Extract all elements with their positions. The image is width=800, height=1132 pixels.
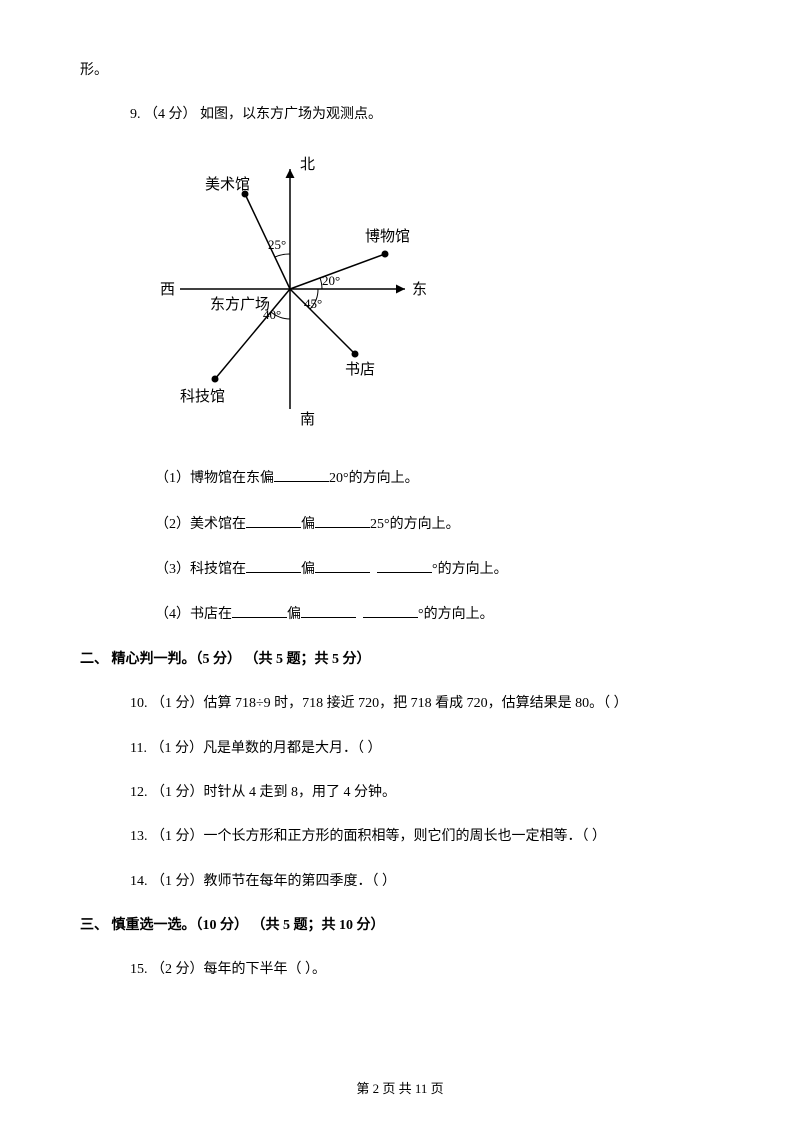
blank (315, 513, 370, 528)
angle-20: 20° (322, 273, 340, 288)
label-east: 东 (412, 281, 427, 298)
q13: 13. （1 分）一个长方形和正方形的面积相等，则它们的周长也一定相等．（ ） (80, 826, 720, 848)
blank (363, 603, 418, 618)
q9-sub4-post: °的方向上。 (418, 607, 494, 622)
label-sci-museum: 科技馆 (180, 388, 225, 405)
label-west: 西 (160, 282, 175, 298)
section3-header: 三、 慎重选一选。（10 分） （共 5 题；共 10 分） (80, 915, 720, 937)
q9-sub4-pre: （4）书店在 (155, 607, 232, 622)
q10: 10. （1 分）估算 718÷9 时，718 接近 720，把 718 看成 … (80, 693, 720, 715)
q9-sub2-mid: 偏 (301, 517, 315, 532)
q14: 14. （1 分）教师节在每年的第四季度．（ ） (80, 871, 720, 893)
q15: 15. （2 分）每年的下半年（ ）。 (80, 959, 720, 981)
blank (315, 558, 370, 573)
label-orient-plaza: 东方广场 (210, 296, 270, 313)
q9-sub3: （3）科技馆在 偏 °的方向上。 (80, 558, 720, 581)
label-art-museum: 美术馆 (205, 176, 250, 193)
q9-stem: 9. （4 分） 如图，以东方广场为观测点。 (80, 104, 720, 126)
label-north: 北 (300, 156, 315, 173)
q9-number: 9. (130, 107, 141, 122)
q9-sub1-pre: （1）博物馆在东偏 (155, 471, 274, 486)
blank (377, 558, 432, 573)
q9-sub4-mid: 偏 (287, 607, 301, 622)
q9-sub1: （1）博物馆在东偏 20°的方向上。 (80, 467, 720, 490)
q9-sub2: （2）美术馆在 偏 25°的方向上。 (80, 513, 720, 536)
q12: 12. （1 分）时针从 4 走到 8，用了 4 分钟。 (80, 782, 720, 804)
blank (274, 467, 329, 482)
blank (246, 558, 301, 573)
q9-text: 如图，以东方广场为观测点。 (200, 107, 382, 122)
q9-sub3-post: °的方向上。 (432, 562, 508, 577)
q11: 11. （1 分）凡是单数的月都是大月．（ ） (80, 738, 720, 760)
label-bookstore: 书店 (345, 361, 375, 378)
angle-25: 25° (268, 237, 286, 252)
label-museum: 博物馆 (365, 228, 410, 245)
q9-sub2-post: 25°的方向上。 (370, 517, 460, 532)
q9-sub3-mid: 偏 (301, 562, 315, 577)
q9-sub4: （4）书店在 偏 °的方向上。 (80, 603, 720, 626)
q9-sub3-pre: （3）科技馆在 (155, 562, 246, 577)
top-fragment: 形。 (80, 60, 720, 82)
section2-header: 二、 精心判一判。（5 分） （共 5 题；共 5 分） (80, 649, 720, 671)
q9-points: （4 分） (144, 107, 197, 122)
angle-45: 45° (304, 296, 322, 311)
page-content: 形。 9. （4 分） 如图，以东方广场为观测点。 (0, 0, 800, 1044)
compass-diagram: 25° 20° 45° 40° 北 南 东 西 美术馆 博物馆 书店 科技馆 东… (150, 149, 720, 447)
blank (246, 513, 301, 528)
page-footer: 第 2 页 共 11 页 (0, 1078, 800, 1097)
label-south: 南 (300, 411, 315, 428)
blank (301, 603, 356, 618)
q9-sub2-pre: （2）美术馆在 (155, 517, 246, 532)
q9-sub1-post: 20°的方向上。 (329, 471, 419, 486)
blank (232, 603, 287, 618)
